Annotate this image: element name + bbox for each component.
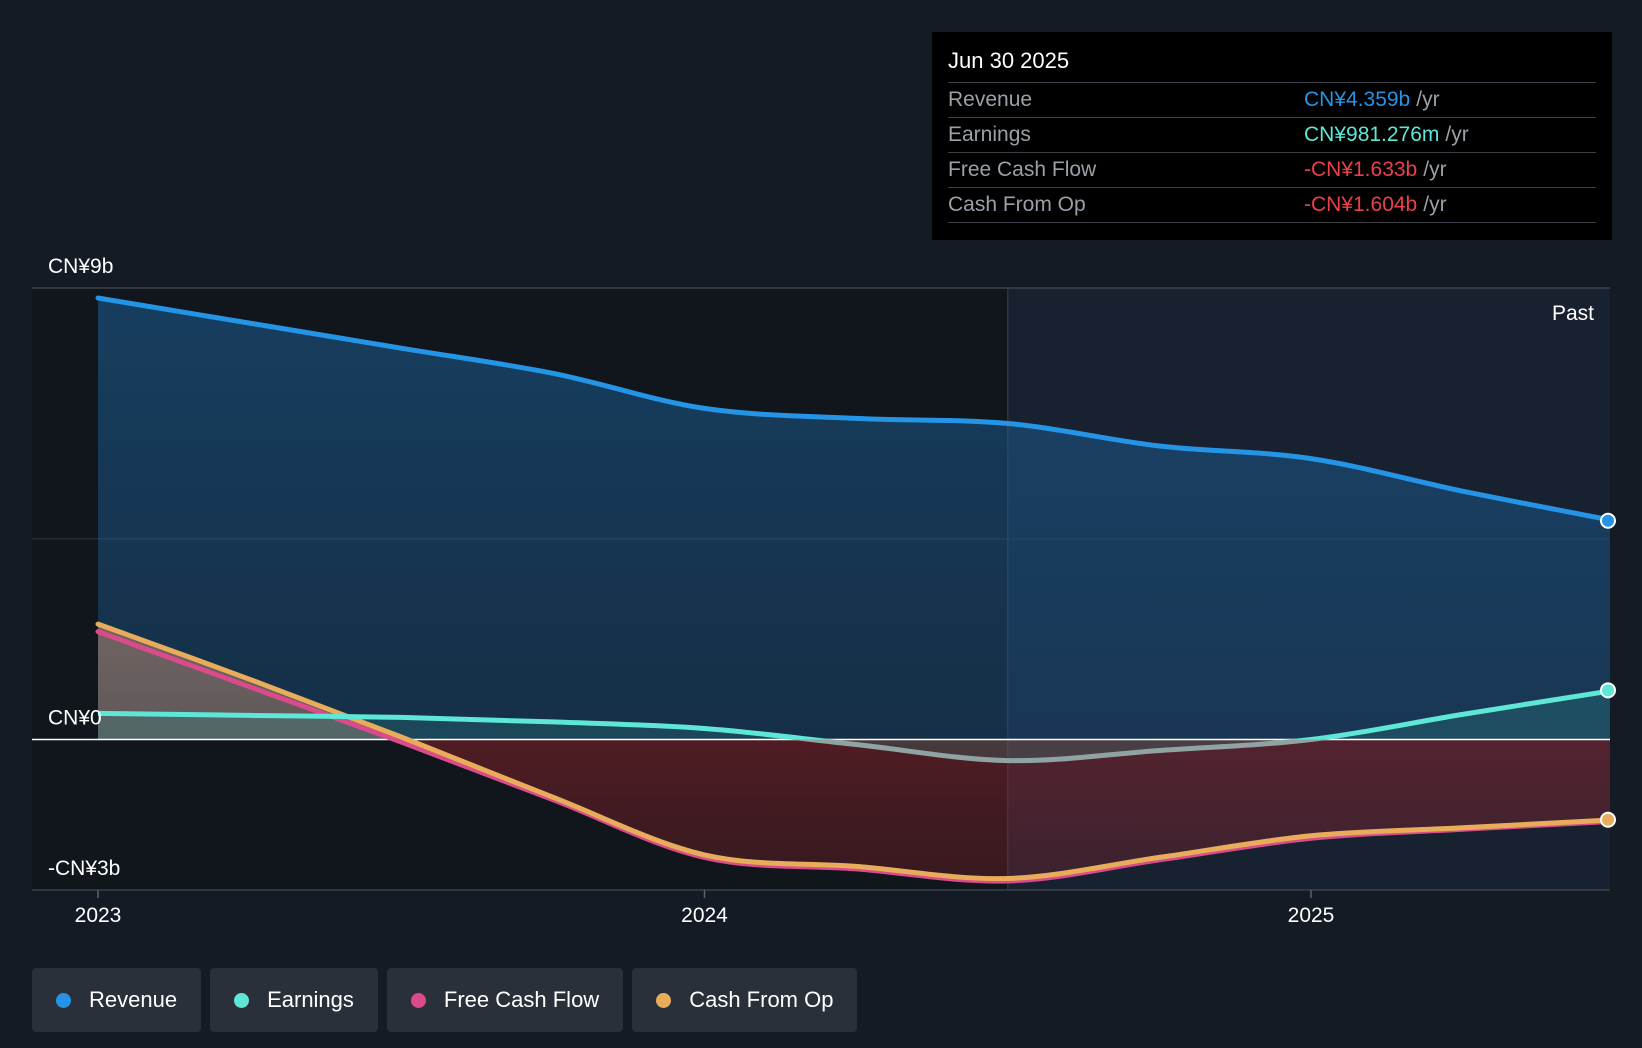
tooltip-value: CN¥4.359b (1304, 88, 1411, 111)
revenue-area (98, 298, 1610, 740)
legend-label: Earnings (267, 987, 354, 1012)
series-line-revenue (95, 295, 1610, 523)
x-tick-label: 2023 (75, 904, 122, 927)
tooltip-row-earnings: Earnings CN¥981.276m /yr (948, 117, 1596, 152)
legend-item-free-cash-flow[interactable]: Free Cash Flow (386, 968, 624, 1032)
legend-item-revenue[interactable]: Revenue (32, 968, 202, 1032)
tooltip-value: -CN¥1.604b (1304, 193, 1418, 216)
tooltip-row-cash-from-op: Cash From Op -CN¥1.604b /yr (948, 187, 1596, 223)
x-tick-label: 2025 (1288, 904, 1335, 927)
tooltip-panel: Jun 30 2025 Revenue CN¥4.359b /yr Earnin… (932, 32, 1612, 240)
tooltip-unit: /yr (1423, 158, 1447, 181)
cash-flow-positive-area (98, 624, 1610, 740)
tooltip-row-revenue: Revenue CN¥4.359b /yr (948, 82, 1596, 117)
past-label: Past (1552, 302, 1594, 325)
tooltip-value: CN¥981.276m (1304, 123, 1440, 146)
earnings-area (98, 690, 1610, 761)
end-dot-cash-from-op (1600, 811, 1616, 828)
tooltip-unit: /yr (1423, 193, 1447, 216)
x-tick-label: 2024 (681, 904, 728, 927)
legend: Revenue Earnings Free Cash Flow Cash Fro… (32, 968, 858, 1032)
legend-label: Cash From Op (689, 987, 834, 1012)
tooltip-value: -CN¥1.633b (1304, 158, 1418, 181)
tooltip-label: Cash From Op (948, 193, 1086, 216)
tooltip-row-free-cash-flow: Free Cash Flow -CN¥1.633b /yr (948, 152, 1596, 187)
legend-label: Free Cash Flow (443, 987, 600, 1012)
legend-item-earnings[interactable]: Earnings (210, 968, 378, 1032)
legend-dot-icon (56, 992, 71, 1008)
y-tick-label: CN¥9b (48, 255, 113, 278)
tooltip-label: Earnings (948, 123, 1031, 146)
series-line-cash-from-op (95, 621, 1610, 882)
legend-item-cash-from-op[interactable]: Cash From Op (632, 968, 858, 1032)
tooltip-date: Jun 30 2025 (948, 48, 1070, 73)
end-dot-earnings (1600, 682, 1616, 699)
tooltip-unit: /yr (1416, 88, 1440, 111)
series-line-earnings-negative (789, 739, 1331, 764)
tooltip-label: Free Cash Flow (948, 158, 1097, 181)
tooltip-unit: /yr (1445, 123, 1469, 146)
end-dot-revenue (1600, 512, 1616, 529)
legend-dot-icon (410, 992, 426, 1008)
tooltip-label: Revenue (948, 88, 1033, 111)
legend-label: Revenue (89, 987, 178, 1012)
y-tick-label: -CN¥3b (48, 857, 120, 880)
legend-dot-icon (234, 992, 250, 1008)
legend-dot-icon (656, 992, 672, 1008)
y-tick-label: CN¥0 (48, 707, 102, 730)
series-line-earnings (97, 688, 1610, 740)
